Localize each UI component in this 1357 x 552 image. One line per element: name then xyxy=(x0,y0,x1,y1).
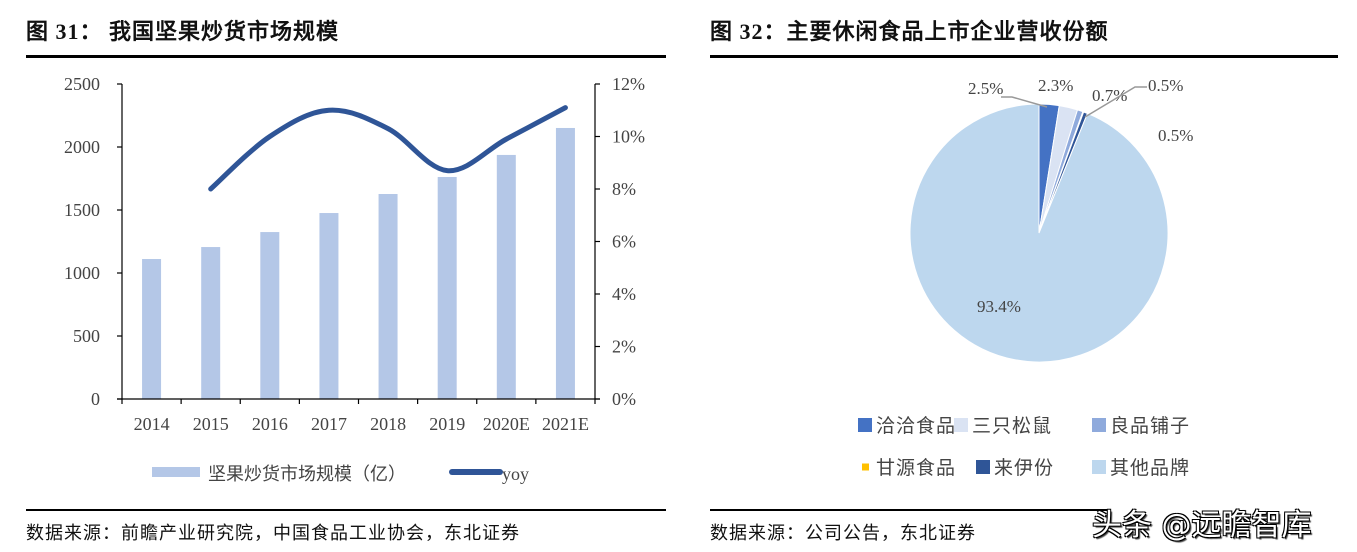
y-tick-label: 1000 xyxy=(64,263,100,283)
watermark: 头条 @远瞻智库 xyxy=(1092,508,1312,543)
bar-2016 xyxy=(260,232,280,399)
legend-swatch-来伊份 xyxy=(976,460,990,474)
pie-data-label: 0.5% xyxy=(1148,76,1183,95)
bar-2017 xyxy=(319,213,339,399)
right-source-note: 数据来源：公司公告，东北证券 xyxy=(710,523,976,543)
bar-2019 xyxy=(437,176,457,399)
pie-data-label: 2.3% xyxy=(1038,76,1073,95)
left-source-rule xyxy=(26,509,666,511)
right-chart-title: 图 32：主要休闲食品上市企业营收份额 xyxy=(710,19,1109,44)
pie-data-label: 0.5% xyxy=(1158,126,1193,145)
legend-swatch-market-size xyxy=(152,467,200,477)
y2-tick-label: 2% xyxy=(612,337,636,357)
y2-tick-label: 12% xyxy=(612,74,645,94)
y-tick-label: 500 xyxy=(73,326,100,346)
left-chart-title: 图 31： 我国坚果炒货市场规模 xyxy=(26,19,340,44)
left-title-rule xyxy=(26,55,666,58)
legend-label-market-size: 坚果炒货市场规模（亿） xyxy=(208,464,406,484)
x-tick-label: 2020E xyxy=(483,414,530,434)
legend-label-其他品牌: 其他品牌 xyxy=(1110,457,1190,479)
legend-label-yoy: yoy xyxy=(502,464,529,484)
x-tick-label: 2018 xyxy=(370,414,406,434)
x-tick-label: 2016 xyxy=(252,414,288,434)
legend-label-良品铺子: 良品铺子 xyxy=(1110,415,1190,437)
legend-label-洽洽食品: 洽洽食品 xyxy=(876,415,956,437)
y-tick-label: 2000 xyxy=(64,137,100,157)
legend-swatch-甘源食品 xyxy=(862,463,869,471)
legend-swatch-洽洽食品 xyxy=(858,418,872,432)
left-source-note: 数据来源：前瞻产业研究院，中国食品工业协会，东北证券 xyxy=(26,523,520,543)
leader-line xyxy=(1084,86,1147,118)
pie-data-label: 2.5% xyxy=(968,79,1003,98)
legend-label-来伊份: 来伊份 xyxy=(994,457,1054,479)
leader-line xyxy=(1001,96,1048,108)
bar-2020E xyxy=(496,154,516,399)
y2-tick-label: 6% xyxy=(612,232,636,252)
x-tick-label: 2015 xyxy=(193,414,229,434)
legend-label-三只松鼠: 三只松鼠 xyxy=(972,415,1052,437)
y2-tick-label: 8% xyxy=(612,179,636,199)
bar-2018 xyxy=(378,193,398,399)
pie-data-label: 0.7% xyxy=(1092,86,1127,105)
pie-slice-其他品牌 xyxy=(909,103,1169,363)
bar-2021E xyxy=(555,127,575,399)
y2-tick-label: 0% xyxy=(612,389,636,409)
x-tick-label: 2021E xyxy=(542,414,589,434)
pie-data-label: 93.4% xyxy=(977,297,1021,316)
right-source-rule xyxy=(710,509,1110,511)
legend-label-甘源食品: 甘源食品 xyxy=(876,457,956,479)
bar-2014 xyxy=(142,259,162,399)
y2-tick-label: 4% xyxy=(612,284,636,304)
revenue-share-pie: 2.5% 2.3% 0.7% 0.5% 0.5% 93.4% 洽洽食品 三只松鼠 良品铺子甘源… xyxy=(858,76,1193,479)
y-tick-label: 1500 xyxy=(64,200,100,220)
legend-swatch-良品铺子 xyxy=(1092,418,1106,432)
y2-tick-label: 10% xyxy=(612,127,645,147)
legend-swatch-三只松鼠 xyxy=(954,418,968,432)
legend-swatch-其他品牌 xyxy=(1092,460,1106,474)
market-size-chart: 0 500 1000 1500 2000 2500 0% 2% 4% 6% 8% 10% 12% 2014… xyxy=(64,74,645,484)
y-tick-label: 0 xyxy=(91,389,100,409)
x-tick-label: 2017 xyxy=(311,414,347,434)
bar-2015 xyxy=(201,247,221,399)
right-title-rule xyxy=(710,55,1338,58)
x-tick-label: 2019 xyxy=(429,414,465,434)
x-tick-label: 2014 xyxy=(134,414,170,434)
y-tick-label: 2500 xyxy=(64,74,100,94)
